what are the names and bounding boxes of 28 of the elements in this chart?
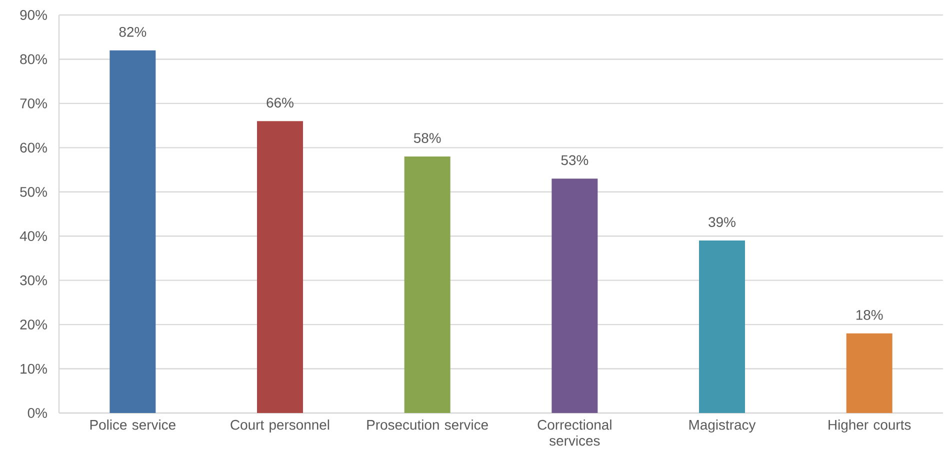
bar: [552, 178, 598, 413]
x-tick-label: Police service: [90, 420, 176, 430]
data-label: 58%: [414, 133, 441, 143]
y-tick-label: 0%: [28, 408, 47, 418]
x-tick-label: Higher courts: [828, 420, 911, 433]
y-tick-label: 70%: [20, 98, 47, 108]
y-tick-label: 90%: [20, 10, 47, 20]
y-tick-label: 40%: [20, 231, 47, 242]
x-tick-label: Prosecution service: [367, 420, 488, 430]
y-tick-label: 80%: [20, 54, 47, 64]
x-tick-label: Court personnel: [230, 420, 330, 433]
y-tick-label: 20%: [20, 320, 47, 330]
bar: [110, 50, 156, 413]
x-tick-label: Correctional services: [538, 420, 612, 446]
x-tick-label: Magistracy: [689, 420, 756, 433]
data-label: 18%: [856, 310, 883, 320]
y-tick-label: 50%: [20, 186, 47, 197]
bar: [257, 121, 304, 413]
data-label: 53%: [561, 155, 588, 166]
y-tick-label: 60%: [20, 142, 47, 153]
bar: [699, 240, 746, 413]
data-label: 82%: [119, 26, 146, 37]
bar: [404, 156, 450, 413]
data-label: 66%: [266, 98, 294, 108]
bar: [846, 333, 892, 413]
y-tick-label: 10%: [20, 364, 47, 374]
y-tick-label: 30%: [20, 275, 47, 286]
data-label: 39%: [708, 217, 736, 228]
